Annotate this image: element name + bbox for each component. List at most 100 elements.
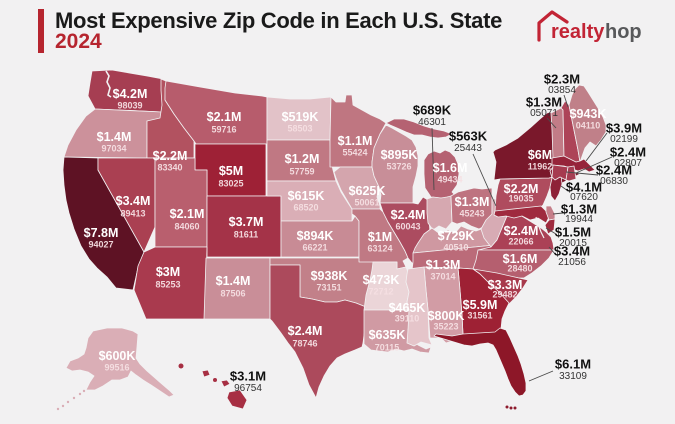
- svg-text:28480: 28480: [507, 264, 532, 274]
- svg-text:$2.2M: $2.2M: [153, 149, 188, 163]
- svg-text:$3.7M: $3.7M: [229, 215, 264, 229]
- svg-text:$635K: $635K: [369, 328, 406, 342]
- svg-text:59716: 59716: [211, 125, 236, 135]
- svg-text:63124: 63124: [367, 244, 392, 254]
- svg-text:$1.3M: $1.3M: [455, 195, 490, 209]
- svg-text:31561: 31561: [467, 311, 492, 321]
- svg-text:84060: 84060: [174, 222, 199, 232]
- svg-text:57759: 57759: [289, 167, 314, 177]
- svg-text:$625K: $625K: [349, 184, 386, 198]
- svg-text:04110: 04110: [576, 121, 601, 131]
- svg-text:53726: 53726: [386, 162, 411, 172]
- svg-text:$3.3M: $3.3M: [488, 278, 523, 292]
- svg-text:20015: 20015: [559, 238, 587, 249]
- svg-text:81611: 81611: [234, 230, 259, 240]
- svg-text:40510: 40510: [443, 243, 468, 253]
- svg-text:$943K: $943K: [570, 107, 607, 121]
- svg-text:$689K: $689K: [413, 103, 452, 118]
- svg-text:$6.1M: $6.1M: [555, 357, 591, 372]
- svg-text:83340: 83340: [157, 163, 182, 173]
- svg-text:96754: 96754: [234, 383, 262, 394]
- svg-text:89413: 89413: [120, 209, 145, 219]
- svg-text:$938K: $938K: [311, 269, 348, 283]
- svg-text:03854: 03854: [548, 85, 576, 96]
- svg-text:$2.2M: $2.2M: [504, 182, 539, 196]
- svg-text:50061: 50061: [354, 198, 379, 208]
- svg-text:73151: 73151: [316, 283, 341, 293]
- svg-text:37014: 37014: [430, 272, 455, 282]
- svg-text:35223: 35223: [433, 322, 458, 332]
- svg-text:05071: 05071: [530, 108, 558, 119]
- svg-text:$2.4M: $2.4M: [610, 145, 646, 160]
- svg-text:29482: 29482: [492, 290, 517, 300]
- svg-text:$4.2M: $4.2M: [113, 87, 148, 101]
- svg-text:60043: 60043: [395, 222, 420, 232]
- svg-text:$473K: $473K: [363, 273, 400, 287]
- svg-text:99516: 99516: [104, 363, 129, 373]
- svg-text:94027: 94027: [88, 240, 113, 250]
- svg-text:$895K: $895K: [381, 148, 418, 162]
- svg-text:11962: 11962: [528, 162, 553, 172]
- svg-text:$465K: $465K: [389, 301, 426, 315]
- svg-text:$1.3M: $1.3M: [561, 202, 597, 217]
- svg-text:78746: 78746: [292, 339, 317, 349]
- svg-text:$6M: $6M: [528, 148, 552, 162]
- svg-text:$2.3M: $2.3M: [544, 72, 580, 87]
- svg-text:$2.4M: $2.4M: [391, 208, 426, 222]
- svg-text:$7.8M: $7.8M: [84, 226, 119, 240]
- svg-text:21056: 21056: [558, 257, 586, 268]
- svg-text:25443: 25443: [454, 143, 482, 154]
- svg-text:$4.1M: $4.1M: [566, 180, 602, 195]
- svg-text:$519K: $519K: [282, 110, 319, 124]
- svg-text:$600K: $600K: [99, 349, 136, 363]
- svg-text:$1.1M: $1.1M: [338, 134, 373, 148]
- svg-text:39110: 39110: [395, 314, 420, 324]
- svg-text:22066: 22066: [508, 237, 533, 247]
- svg-text:$5M: $5M: [219, 164, 243, 178]
- svg-text:49434: 49434: [437, 175, 462, 185]
- svg-text:$3M: $3M: [156, 265, 180, 279]
- svg-text:85253: 85253: [155, 280, 180, 290]
- svg-text:$800K: $800K: [428, 309, 465, 323]
- svg-text:$563K: $563K: [449, 129, 488, 144]
- svg-text:$2.1M: $2.1M: [170, 207, 205, 221]
- svg-text:70115: 70115: [375, 343, 400, 353]
- svg-text:97034: 97034: [101, 144, 126, 154]
- svg-text:$729K: $729K: [438, 229, 475, 243]
- svg-text:$3.4M: $3.4M: [116, 194, 151, 208]
- svg-text:19944: 19944: [565, 214, 593, 225]
- svg-text:07620: 07620: [570, 192, 598, 203]
- svg-text:02807: 02807: [614, 158, 642, 169]
- svg-text:$1.3M: $1.3M: [426, 258, 461, 272]
- svg-text:58503: 58503: [287, 124, 312, 134]
- svg-text:06830: 06830: [600, 176, 628, 187]
- svg-text:$1.4M: $1.4M: [97, 130, 132, 144]
- svg-text:$1.6M: $1.6M: [503, 252, 538, 266]
- svg-text:46301: 46301: [418, 117, 446, 128]
- svg-text:33109: 33109: [559, 371, 587, 382]
- svg-text:hop: hop: [605, 21, 642, 43]
- svg-text:$5.9M: $5.9M: [463, 298, 498, 312]
- svg-text:87506: 87506: [220, 289, 245, 299]
- svg-text:$1.5M: $1.5M: [555, 225, 591, 240]
- svg-text:72712: 72712: [368, 287, 393, 297]
- svg-text:55424: 55424: [342, 148, 367, 158]
- svg-text:$3.1M: $3.1M: [230, 369, 266, 384]
- svg-text:$3.4M: $3.4M: [554, 244, 590, 259]
- svg-text:$2.1M: $2.1M: [207, 110, 242, 124]
- svg-text:$1.6M: $1.6M: [433, 161, 468, 175]
- svg-text:$1.3M: $1.3M: [526, 95, 562, 110]
- svg-text:68520: 68520: [293, 203, 318, 213]
- svg-text:$1.4M: $1.4M: [216, 274, 251, 288]
- svg-text:45243: 45243: [459, 209, 484, 219]
- svg-text:19035: 19035: [508, 194, 533, 204]
- svg-text:$1.2M: $1.2M: [285, 152, 320, 166]
- svg-text:83025: 83025: [218, 179, 243, 189]
- svg-text:$2.4M: $2.4M: [596, 163, 632, 178]
- svg-text:$3.9M: $3.9M: [606, 121, 642, 136]
- svg-text:$615K: $615K: [288, 189, 325, 203]
- svg-text:$2.4M: $2.4M: [504, 224, 539, 238]
- svg-text:66221: 66221: [302, 243, 327, 253]
- svg-text:98039: 98039: [117, 101, 142, 111]
- svg-text:$1M: $1M: [368, 230, 392, 244]
